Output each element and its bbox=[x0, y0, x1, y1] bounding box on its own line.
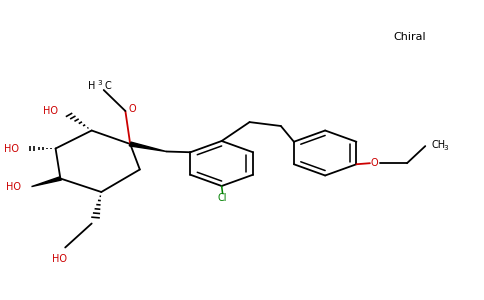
Text: H: H bbox=[88, 81, 95, 92]
Text: O: O bbox=[370, 158, 378, 168]
Text: HO: HO bbox=[44, 106, 59, 116]
Text: 3: 3 bbox=[98, 80, 102, 86]
Polygon shape bbox=[129, 142, 166, 152]
Text: Chiral: Chiral bbox=[393, 32, 426, 43]
Text: CH: CH bbox=[431, 140, 445, 150]
Text: O: O bbox=[128, 104, 136, 114]
Text: 3: 3 bbox=[443, 145, 448, 151]
Text: C: C bbox=[105, 81, 111, 92]
Text: HO: HO bbox=[52, 254, 67, 263]
Text: HO: HO bbox=[6, 182, 21, 193]
Text: HO: HO bbox=[3, 143, 18, 154]
Text: Cl: Cl bbox=[218, 193, 227, 203]
Polygon shape bbox=[31, 177, 61, 187]
